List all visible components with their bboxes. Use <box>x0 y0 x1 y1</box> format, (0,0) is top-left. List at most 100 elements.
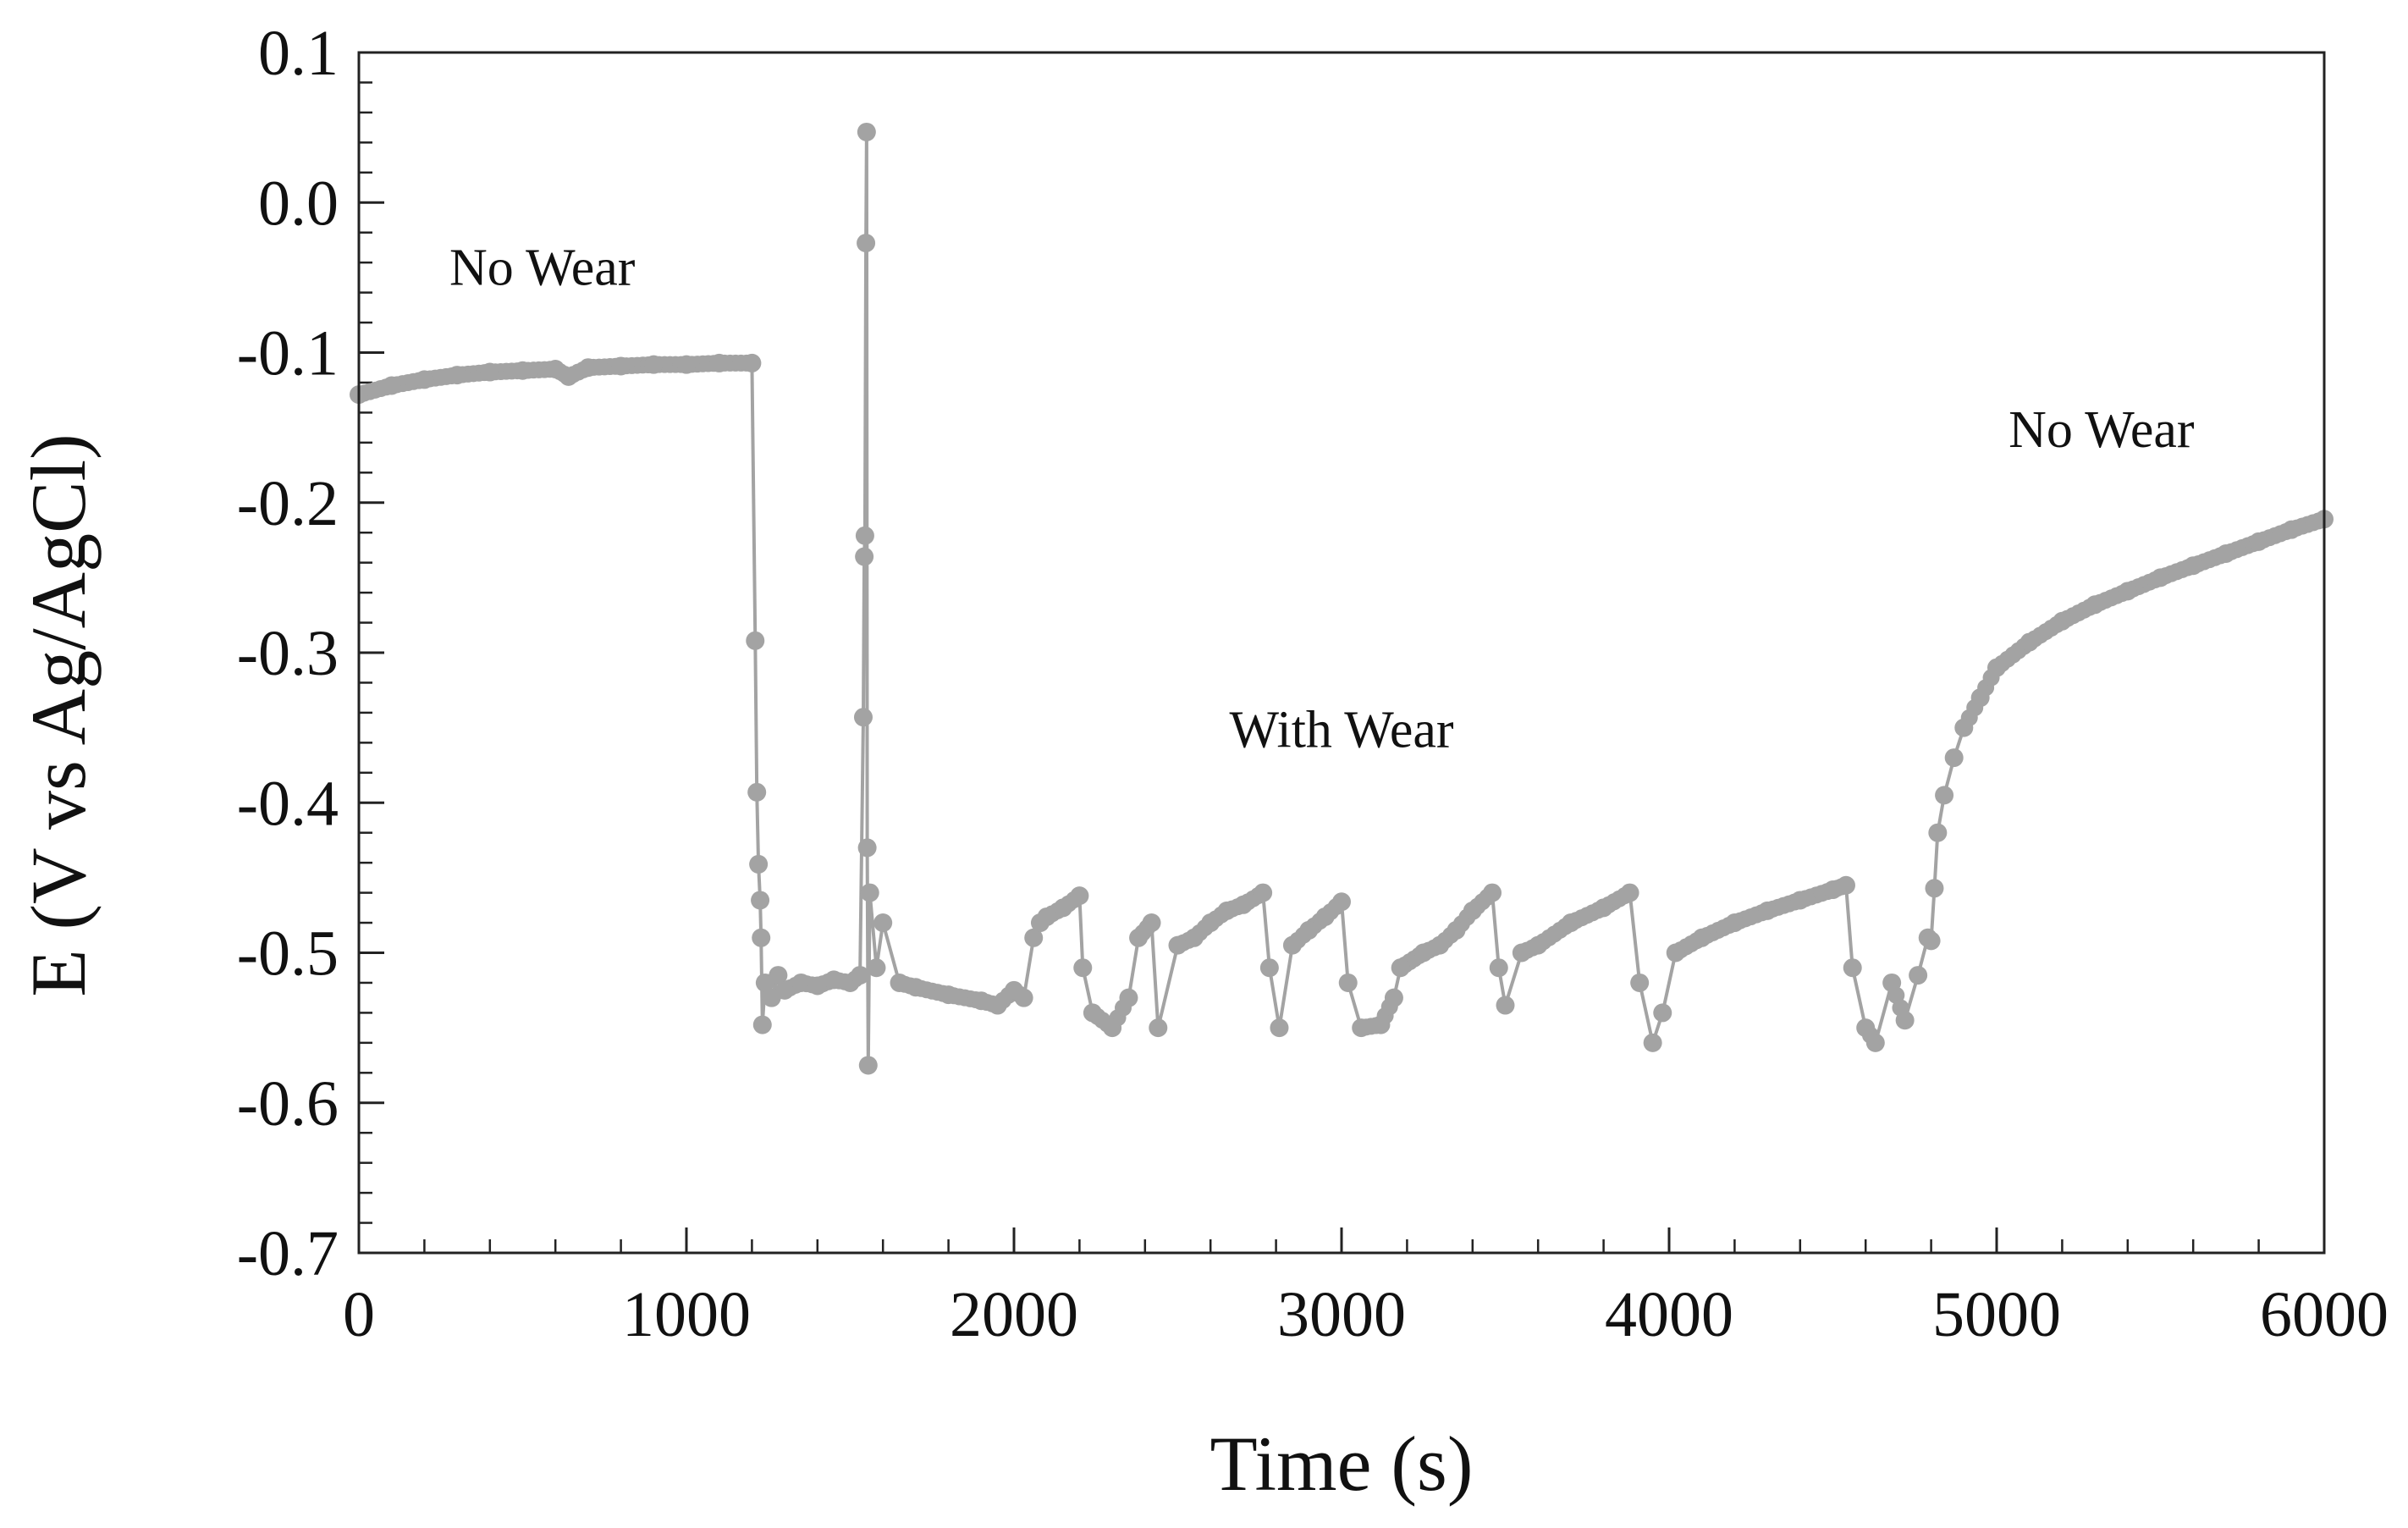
data-point <box>807 976 827 996</box>
data-point <box>2282 520 2301 539</box>
data-point <box>1895 1011 1915 1030</box>
data-point <box>1882 973 1902 992</box>
annotation-label: No Wear <box>449 240 636 297</box>
y-tick-label: -0.4 <box>237 768 339 839</box>
data-point <box>677 355 696 374</box>
annotations: No Wear With Wear No Wear <box>449 240 2195 759</box>
y-tick-label: -0.5 <box>237 918 339 990</box>
data-point <box>1529 935 1548 955</box>
x-tick-label: 4000 <box>1605 1279 1733 1350</box>
data-point <box>1384 988 1403 1007</box>
data-point <box>1944 748 1964 768</box>
y-tick-label: -0.3 <box>237 618 339 689</box>
data-point <box>1836 875 1855 895</box>
data-point <box>1142 913 1161 933</box>
x-tick-label: 1000 <box>622 1279 751 1350</box>
data-point <box>1070 886 1089 906</box>
data-point <box>1865 1033 1885 1052</box>
data-point <box>860 883 879 902</box>
y-tick-label: -0.1 <box>237 318 339 389</box>
data-point <box>1299 920 1319 940</box>
data-point <box>1790 891 1810 910</box>
data-point <box>1692 928 1711 947</box>
data-point <box>1282 935 1302 955</box>
data-point <box>1352 1018 1371 1038</box>
data-point <box>1489 958 1508 978</box>
data-point <box>578 358 598 378</box>
annotation-label: With Wear <box>1229 702 1453 759</box>
x-axis-title: Time (s) <box>1210 1420 1474 1507</box>
data-point <box>2249 532 2268 551</box>
data-point <box>855 547 874 566</box>
data-point <box>1653 1003 1672 1023</box>
data-point <box>1483 883 1502 902</box>
data-point <box>1594 898 1613 918</box>
data-point <box>1970 688 1990 708</box>
data-point <box>1620 883 1639 902</box>
data-point <box>752 1015 772 1034</box>
data-point <box>890 973 909 992</box>
data-point <box>1463 901 1482 920</box>
x-tick-label: 5000 <box>1932 1279 2061 1350</box>
data-point <box>824 970 844 990</box>
data-point <box>857 838 877 858</box>
data-point <box>906 978 925 997</box>
data-point <box>1119 988 1138 1007</box>
data-point <box>2216 544 2235 564</box>
data-point <box>1954 718 1974 737</box>
y-tick-label: -0.6 <box>237 1068 339 1139</box>
data-point <box>559 367 578 386</box>
data-point <box>1083 1003 1102 1023</box>
y-tick-label: -0.7 <box>237 1218 339 1289</box>
data-point <box>1054 898 1073 918</box>
data-point <box>749 854 769 874</box>
data-point <box>747 782 767 802</box>
y-tick-label: -0.2 <box>237 468 339 539</box>
data-point <box>1217 901 1237 920</box>
data-point <box>448 366 467 385</box>
data-point <box>1928 823 1948 842</box>
data-point <box>382 376 401 395</box>
data-point <box>775 980 795 1000</box>
data-point <box>1843 958 1862 978</box>
data-point <box>1561 913 1580 933</box>
data-point <box>1073 958 1093 978</box>
data-point <box>1909 966 1928 985</box>
data-point <box>1725 913 1744 933</box>
data-point <box>1037 907 1056 926</box>
data-point <box>2118 582 2137 601</box>
x-tick-label: 0 <box>343 1279 375 1350</box>
data-point <box>1233 895 1253 914</box>
plot-frame <box>357 51 2326 1255</box>
data-point <box>611 356 631 376</box>
y-tick-labels: 0.1 0.0 -0.1 -0.2 -0.3 -0.4 -0.5 -0.6 -0.7 <box>237 18 339 1289</box>
data-point <box>1430 935 1450 955</box>
x-tick-label: 3000 <box>1277 1279 1406 1350</box>
data-point <box>1643 1033 1662 1052</box>
x-tick-labels: 0 1000 2000 3000 4000 5000 6000 <box>343 1279 2389 1350</box>
data-point <box>1371 1015 1391 1034</box>
data-point <box>851 966 870 985</box>
data-point <box>746 631 765 650</box>
data-point <box>972 991 991 1011</box>
y-axis-title: E (V vs Ag/AgCl) <box>15 433 102 996</box>
data-point <box>752 928 771 947</box>
data-point <box>1270 1018 1289 1038</box>
data-point <box>1184 928 1204 947</box>
data-point <box>2053 611 2072 631</box>
data-point <box>751 891 770 910</box>
data-point <box>1014 988 1033 1007</box>
data-point <box>939 985 958 1005</box>
data-point <box>791 973 811 992</box>
data-point <box>742 353 762 372</box>
data-point <box>1201 913 1221 933</box>
data-point <box>480 362 499 382</box>
data-point <box>855 526 874 545</box>
data-point <box>2151 568 2170 587</box>
data-point <box>2184 556 2203 576</box>
data-point <box>857 234 876 253</box>
data-point <box>415 370 434 389</box>
data-point <box>1630 973 1650 992</box>
data-point <box>1315 907 1335 926</box>
data-point <box>644 355 664 374</box>
